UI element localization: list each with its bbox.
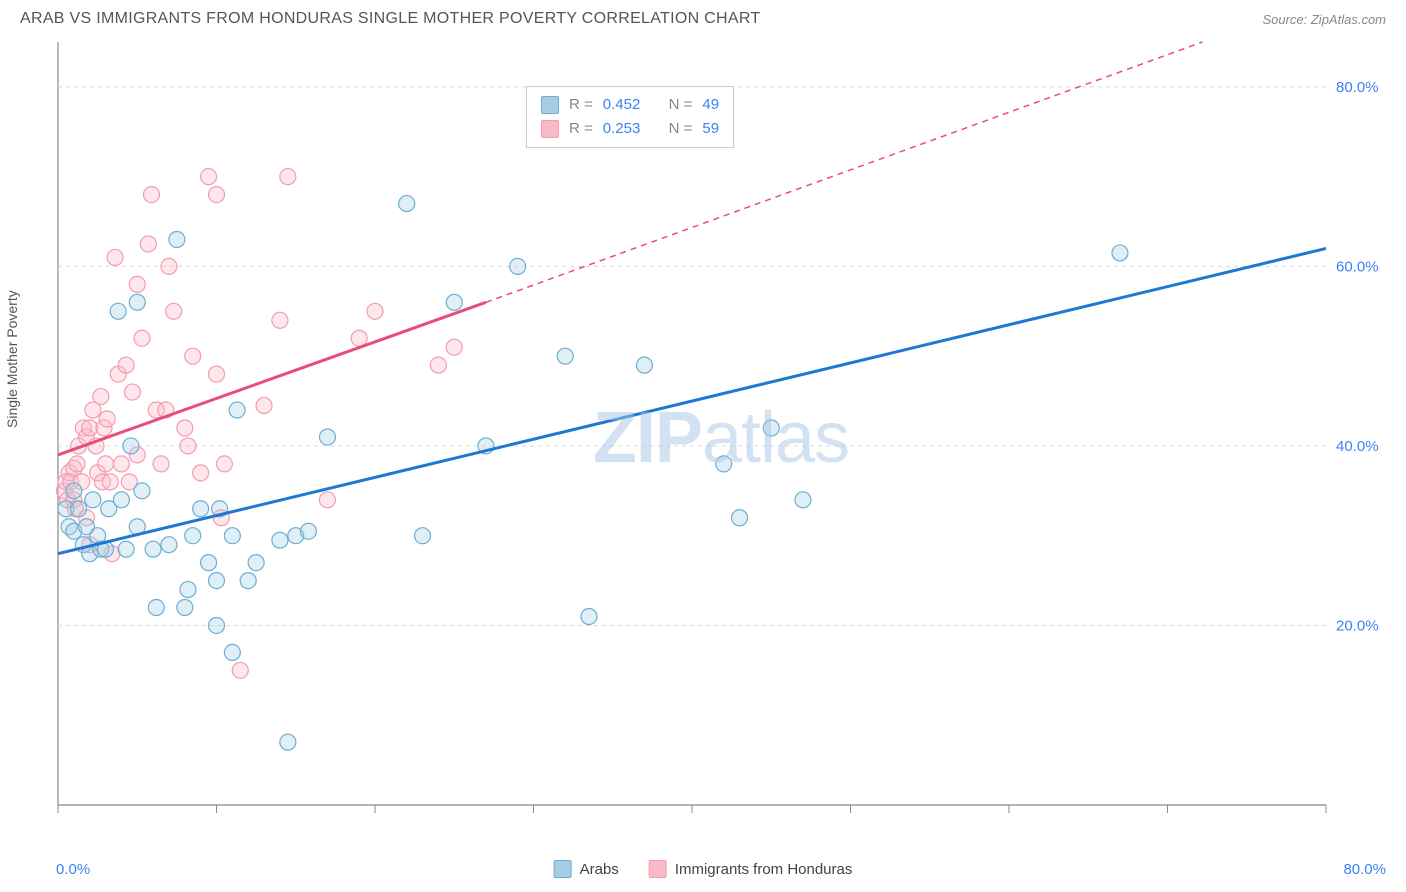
svg-text:60.0%: 60.0% <box>1336 258 1379 275</box>
r-value-arabs: 0.452 <box>603 93 641 117</box>
chart-title: ARAB VS IMMIGRANTS FROM HONDURAS SINGLE … <box>20 10 761 28</box>
swatch-arabs <box>541 96 559 114</box>
r-value-honduras: 0.253 <box>603 117 641 141</box>
y-axis-label: Single Mother Poverty <box>4 290 20 428</box>
legend-item-honduras: Immigrants from Honduras <box>649 860 853 878</box>
x-origin-label: 0.0% <box>56 861 90 878</box>
legend-item-arabs: Arabs <box>554 860 619 878</box>
legend-swatch-arabs <box>554 860 572 878</box>
svg-text:40.0%: 40.0% <box>1336 438 1379 455</box>
legend-label-honduras: Immigrants from Honduras <box>675 861 853 878</box>
x-max-label: 80.0% <box>1343 861 1386 878</box>
chart-container: 20.0%40.0%60.0%80.0% ZIPatlas R = 0.452 … <box>56 40 1386 835</box>
svg-text:80.0%: 80.0% <box>1336 79 1379 96</box>
n-value-honduras: 59 <box>702 117 719 141</box>
stats-row-honduras: R = 0.253 N = 59 <box>541 117 719 141</box>
swatch-honduras <box>541 120 559 138</box>
scatter-chart: 20.0% 40.0% 60.0% 80.0% <box>56 40 1386 835</box>
legend-swatch-honduras <box>649 860 667 878</box>
stats-row-arabs: R = 0.452 N = 49 <box>541 93 719 117</box>
bottom-legend: Arabs Immigrants from Honduras <box>554 860 853 878</box>
stats-legend: R = 0.452 N = 49 R = 0.253 N = 59 <box>526 86 734 148</box>
n-value-arabs: 49 <box>702 93 719 117</box>
svg-text:20.0%: 20.0% <box>1336 617 1379 634</box>
legend-label-arabs: Arabs <box>580 861 619 878</box>
source-label: Source: ZipAtlas.com <box>1262 12 1386 27</box>
